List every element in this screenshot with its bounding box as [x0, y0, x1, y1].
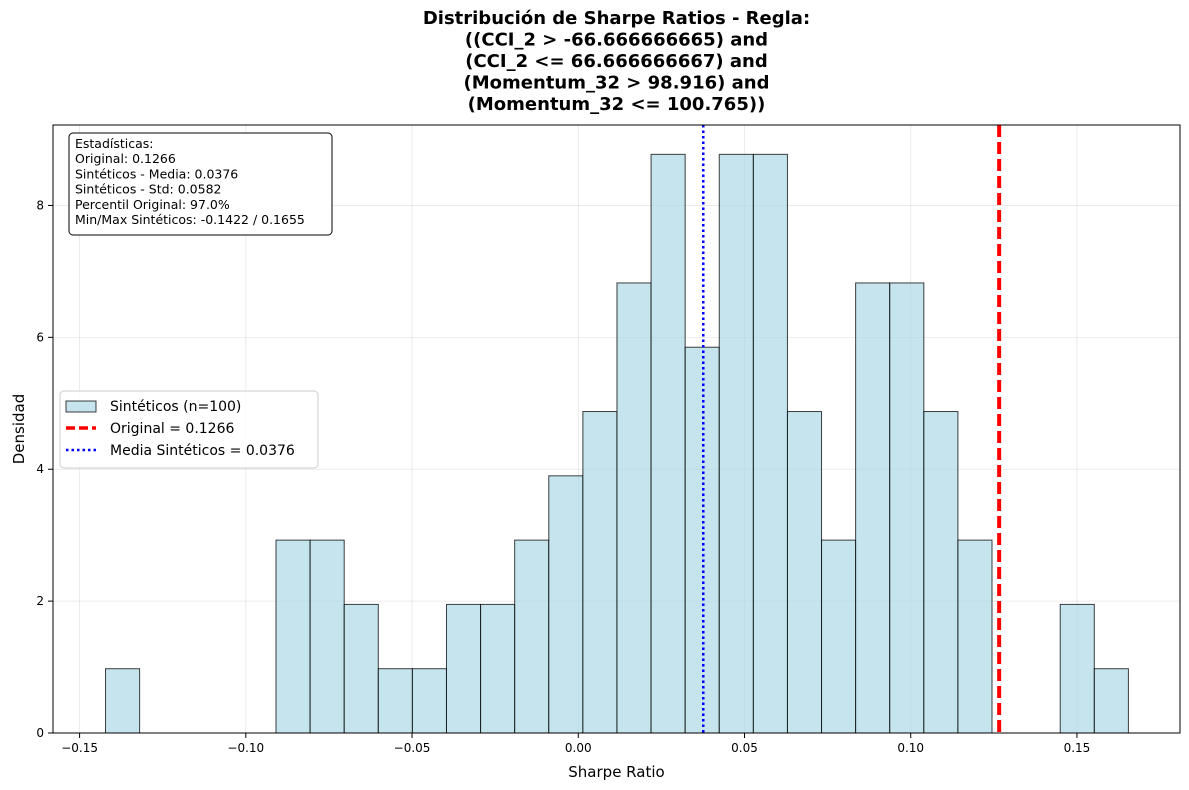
x-axis-label: Sharpe Ratio [568, 763, 664, 781]
y-tick-label: 0 [36, 726, 44, 740]
y-axis-label: Densidad [10, 394, 28, 465]
plot-frame [52, 124, 1181, 734]
x-tick-label: 0.05 [731, 741, 758, 755]
legend: Sintéticos (n=100) Original = 0.1266 Media… [59, 390, 319, 469]
legend-frame [59, 390, 319, 469]
y-tick-label: 8 [36, 198, 44, 212]
stats-box-frame [68, 132, 333, 236]
histogram-bar [923, 411, 959, 734]
histogram-bar [445, 603, 482, 734]
chart-title-line: (Momentum_32 <= 100.765)) [468, 94, 766, 115]
histogram-bar [616, 282, 652, 734]
stats-line: Min/Max Sintéticos: -0.1422 / 0.1655 [75, 212, 305, 227]
x-axis-ticks: −0.15 −0.10 −0.05 0.00 0.05 0.10 0.15 [61, 733, 1090, 755]
histogram-bar [821, 539, 857, 734]
y-tick-label: 6 [36, 330, 44, 344]
histogram-bar [718, 153, 754, 734]
stats-line: Percentil Original: 97.0% [75, 197, 230, 212]
histogram-bar [275, 539, 311, 734]
x-tick-label: −0.10 [227, 741, 264, 755]
stats-line: Sintéticos - Std: 0.0582 [75, 182, 221, 197]
histogram-bar [1093, 668, 1129, 734]
histogram-bar [582, 411, 618, 734]
stats-line: Sintéticos - Media: 0.0376 [75, 166, 238, 181]
histogram-bar [514, 539, 550, 734]
legend-swatch-bars [65, 400, 97, 413]
histogram-bar [957, 539, 993, 734]
histogram-bar [548, 475, 584, 734]
y-tick-label: 4 [36, 462, 44, 476]
histogram-bar [889, 282, 925, 734]
histogram-bar [786, 411, 823, 734]
chart-title-line: ((CCI_2 > -66.666666665) and [465, 30, 768, 51]
legend-label: Media Sintéticos = 0.0376 [110, 443, 295, 459]
x-tick-label: 0.00 [565, 741, 592, 755]
histogram-bar [855, 282, 891, 734]
y-axis-ticks: 0 2 4 6 8 [36, 198, 53, 740]
histogram-bar [105, 668, 141, 734]
histogram-bar [1059, 603, 1095, 734]
histogram-bar [480, 603, 516, 734]
x-tick-label: 0.15 [1064, 741, 1091, 755]
histogram-bars [105, 153, 1129, 734]
y-tick-label: 2 [36, 594, 44, 608]
x-tick-label: −0.15 [61, 741, 98, 755]
chart-title: Distribución de Sharpe Ratios - Regla:((… [423, 8, 810, 115]
stats-box: Estadísticas:Original: 0.1266Sintéticos … [68, 132, 333, 236]
stats-line: Original: 0.1266 [75, 151, 176, 166]
histogram-bar [309, 539, 345, 734]
histogram-bar [752, 153, 788, 734]
histogram-bar [411, 668, 447, 734]
legend-label: Original = 0.1266 [110, 421, 234, 437]
x-tick-label: −0.05 [394, 741, 431, 755]
stats-line: Estadísticas: [75, 136, 154, 151]
chart-title-line: Distribución de Sharpe Ratios - Regla: [423, 8, 810, 29]
chart-title-line: (Momentum_32 > 98.916) and [464, 73, 770, 94]
histogram-bar [377, 668, 413, 734]
x-tick-label: 0.10 [897, 741, 924, 755]
chart-title-line: (CCI_2 <= 66.666666667) and [465, 51, 768, 72]
histogram-bar [650, 153, 686, 734]
histogram-bar [343, 603, 379, 734]
legend-label: Sintéticos (n=100) [110, 399, 241, 415]
reference-lines [702, 125, 1002, 733]
